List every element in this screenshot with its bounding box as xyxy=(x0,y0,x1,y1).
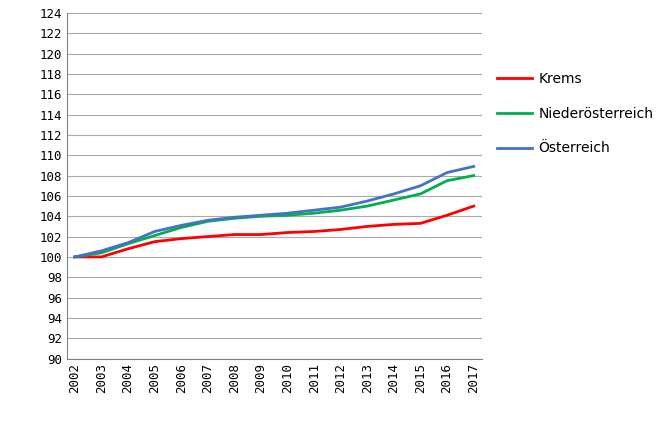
Krems xyxy=(124,246,132,251)
Legend: Krems, Niederösterreich, Österreich: Krems, Niederösterreich, Österreich xyxy=(497,72,654,156)
Österreich xyxy=(71,254,79,260)
Österreich xyxy=(470,164,478,169)
Krems xyxy=(71,254,79,260)
Österreich xyxy=(337,204,345,210)
Österreich xyxy=(151,229,159,234)
Österreich xyxy=(230,215,238,220)
Krems xyxy=(204,234,212,239)
Krems xyxy=(98,254,106,260)
Niederösterreich xyxy=(230,216,238,221)
Österreich xyxy=(124,240,132,245)
Krems xyxy=(443,213,451,218)
Niederösterreich xyxy=(98,250,106,255)
Line: Niederösterreich: Niederösterreich xyxy=(75,175,474,257)
Österreich xyxy=(284,211,292,216)
Österreich xyxy=(257,213,265,218)
Österreich xyxy=(363,198,371,203)
Line: Österreich: Österreich xyxy=(75,166,474,257)
Krems xyxy=(310,229,318,234)
Österreich xyxy=(417,183,425,188)
Österreich xyxy=(204,218,212,223)
Niederösterreich xyxy=(417,191,425,197)
Österreich xyxy=(310,207,318,213)
Krems xyxy=(470,203,478,209)
Krems xyxy=(257,232,265,237)
Österreich xyxy=(177,223,185,228)
Krems xyxy=(230,232,238,237)
Krems xyxy=(337,227,345,232)
Niederösterreich xyxy=(204,219,212,224)
Krems xyxy=(177,236,185,241)
Niederösterreich xyxy=(177,225,185,230)
Österreich xyxy=(443,170,451,175)
Niederösterreich xyxy=(71,254,79,260)
Krems xyxy=(151,239,159,244)
Krems xyxy=(417,221,425,226)
Niederösterreich xyxy=(337,207,345,213)
Niederösterreich xyxy=(124,241,132,246)
Niederösterreich xyxy=(257,214,265,219)
Krems xyxy=(284,230,292,235)
Niederösterreich xyxy=(470,173,478,178)
Niederösterreich xyxy=(443,178,451,183)
Niederösterreich xyxy=(284,213,292,218)
Niederösterreich xyxy=(310,211,318,216)
Krems xyxy=(363,224,371,229)
Niederösterreich xyxy=(363,203,371,209)
Niederösterreich xyxy=(390,197,398,203)
Österreich xyxy=(390,191,398,197)
Line: Krems: Krems xyxy=(75,206,474,257)
Niederösterreich xyxy=(151,233,159,238)
Krems xyxy=(390,222,398,227)
Österreich xyxy=(98,248,106,254)
